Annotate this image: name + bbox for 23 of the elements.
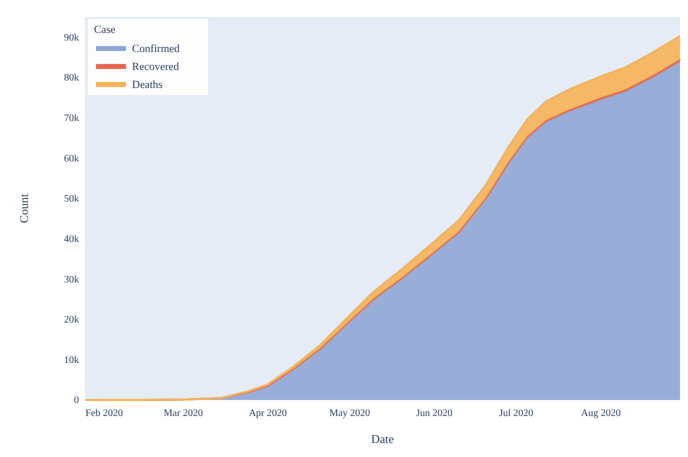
legend-label: Confirmed: [132, 42, 180, 55]
y-tick-label: 20k: [64, 314, 79, 326]
x-axis-title: Date: [371, 432, 394, 446]
y-tick-label: 50k: [64, 194, 79, 205]
legend-title: Case: [94, 24, 116, 36]
y-axis-title: Count: [17, 193, 31, 224]
x-tick-label: May 2020: [329, 408, 370, 419]
x-tick-label: Aug 2020: [580, 408, 621, 419]
y-tick-label: 60k: [64, 153, 79, 164]
x-tick-label: Apr 2020: [248, 408, 287, 419]
y-tick-label: 30k: [64, 274, 79, 286]
y-tick-label: 90k: [64, 32, 79, 44]
x-tick-label: Mar 2020: [164, 408, 203, 419]
x-tick-label: Feb 2020: [85, 408, 123, 419]
y-tick-label: 0: [74, 395, 79, 406]
y-tick-label: 40k: [64, 234, 79, 245]
y-tick-label: 80k: [64, 72, 79, 84]
x-tick-label: Jun 2020: [416, 408, 453, 419]
y-tick-label: 70k: [64, 112, 79, 124]
x-tick-label: Jul 2020: [499, 408, 534, 419]
y-tick-label: 10k: [64, 354, 79, 366]
legend-label: Deaths: [132, 78, 163, 91]
legend-label: Recovered: [132, 60, 180, 73]
